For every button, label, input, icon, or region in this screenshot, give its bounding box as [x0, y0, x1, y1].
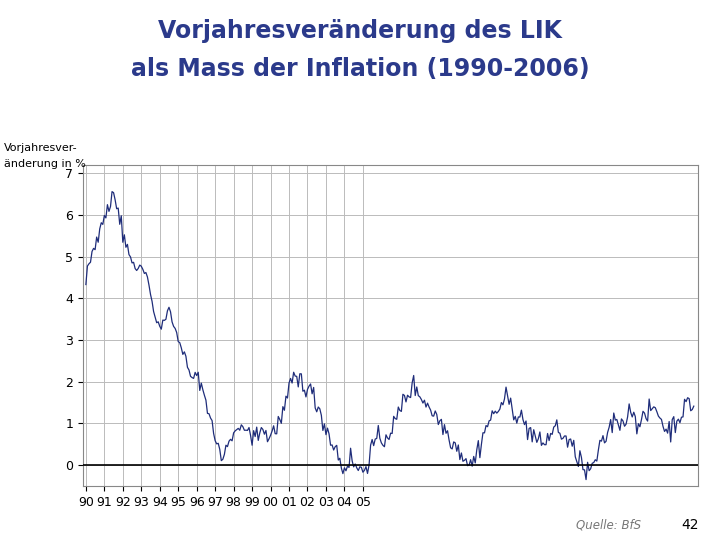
Text: Vorjahresver-: Vorjahresver- — [4, 143, 77, 153]
Text: Vorjahresveränderung des LIK: Vorjahresveränderung des LIK — [158, 19, 562, 43]
Text: Quelle: BfS: Quelle: BfS — [576, 519, 641, 532]
Text: 42: 42 — [681, 518, 698, 532]
Text: änderung in %: änderung in % — [4, 159, 86, 170]
Text: als Mass der Inflation (1990-2006): als Mass der Inflation (1990-2006) — [131, 57, 589, 80]
